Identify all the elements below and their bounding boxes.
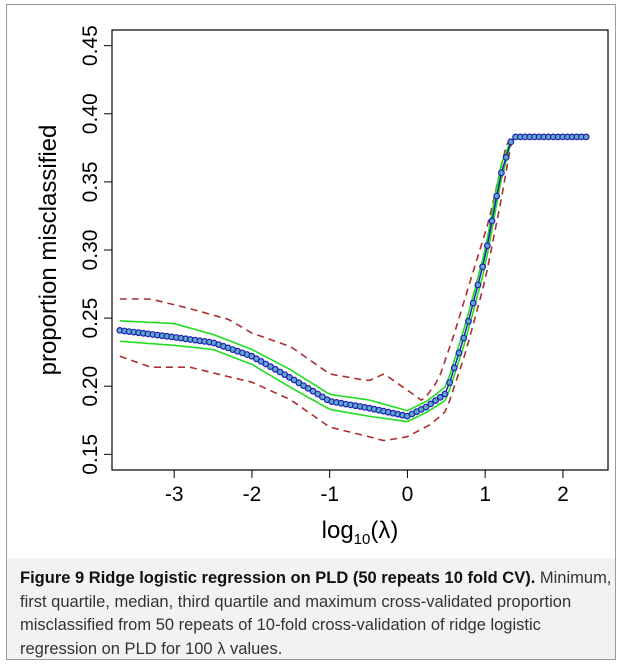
- median-point: [304, 385, 312, 392]
- median-point: [314, 390, 322, 398]
- y-tick-label: 0.15: [79, 434, 102, 475]
- x-tick-label: 1: [479, 483, 491, 506]
- median-point: [483, 242, 491, 250]
- figure-label: Figure 9: [20, 569, 85, 587]
- median-point: [498, 169, 505, 177]
- y-tick-label: 0.40: [79, 93, 102, 134]
- median-point: [465, 317, 472, 325]
- x-axis-label: log10(λ): [322, 517, 399, 548]
- series-maximum-line: [119, 136, 587, 402]
- series-minimum-line: [119, 136, 587, 442]
- y-axis-label: proportion misclassified: [35, 125, 62, 376]
- y-tick-label: 0.20: [79, 366, 102, 407]
- median-point: [488, 217, 496, 225]
- series-third-quartile-line: [119, 136, 587, 412]
- y-tick-label: 0.45: [79, 25, 102, 66]
- figure-caption-text: Minimum, first quartile, median, third q…: [20, 569, 612, 658]
- y-tick-label: 0.35: [79, 161, 102, 202]
- median-point: [441, 390, 449, 398]
- x-tick-label: -2: [243, 483, 262, 506]
- median-point: [450, 364, 458, 372]
- ridge-regression-chart: -3 -2 -1 0 1 2 0.15 0.20 0.25 0.30 0.35 0.40 0.45 pr…: [35, 25, 609, 548]
- median-point: [582, 133, 590, 141]
- median-point: [427, 400, 435, 408]
- median-point: [493, 192, 501, 200]
- median-point: [502, 153, 510, 161]
- caption-background: [7, 558, 615, 659]
- y-tick-label: 0.30: [79, 230, 102, 271]
- median-point: [479, 263, 487, 271]
- median-point: [432, 397, 439, 405]
- median-point: [446, 379, 454, 387]
- x-tick-label: 2: [557, 483, 569, 506]
- x-tick-label: -3: [165, 483, 184, 506]
- series-first-quartile-line: [119, 136, 587, 423]
- x-axis-label-base: log: [322, 517, 354, 544]
- series-median-line: [119, 136, 587, 417]
- median-point: [507, 138, 515, 146]
- median-point: [422, 403, 430, 411]
- series-layer: [116, 133, 590, 442]
- median-point: [460, 334, 468, 342]
- median-point: [469, 299, 477, 307]
- y-tick-label: 0.25: [79, 298, 102, 339]
- x-axis-label-argument: (λ): [370, 517, 398, 544]
- figure-frame: [6, 4, 616, 660]
- figure-title: Ridge logistic regression on PLD (50 rep…: [88, 569, 536, 587]
- x-tick-label: 0: [402, 483, 414, 506]
- axis-layer: -3 -2 -1 0 1 2 0.15 0.20 0.25 0.30 0.35 0.40 0.45: [79, 25, 609, 506]
- median-point: [436, 393, 444, 401]
- median-point: [455, 349, 463, 357]
- median-point: [474, 281, 482, 289]
- x-tick-label: -1: [320, 483, 339, 506]
- x-axis-label-subscript: 10: [354, 531, 371, 548]
- figure-caption: Figure 9 Ridge logistic regression on PL…: [20, 567, 612, 661]
